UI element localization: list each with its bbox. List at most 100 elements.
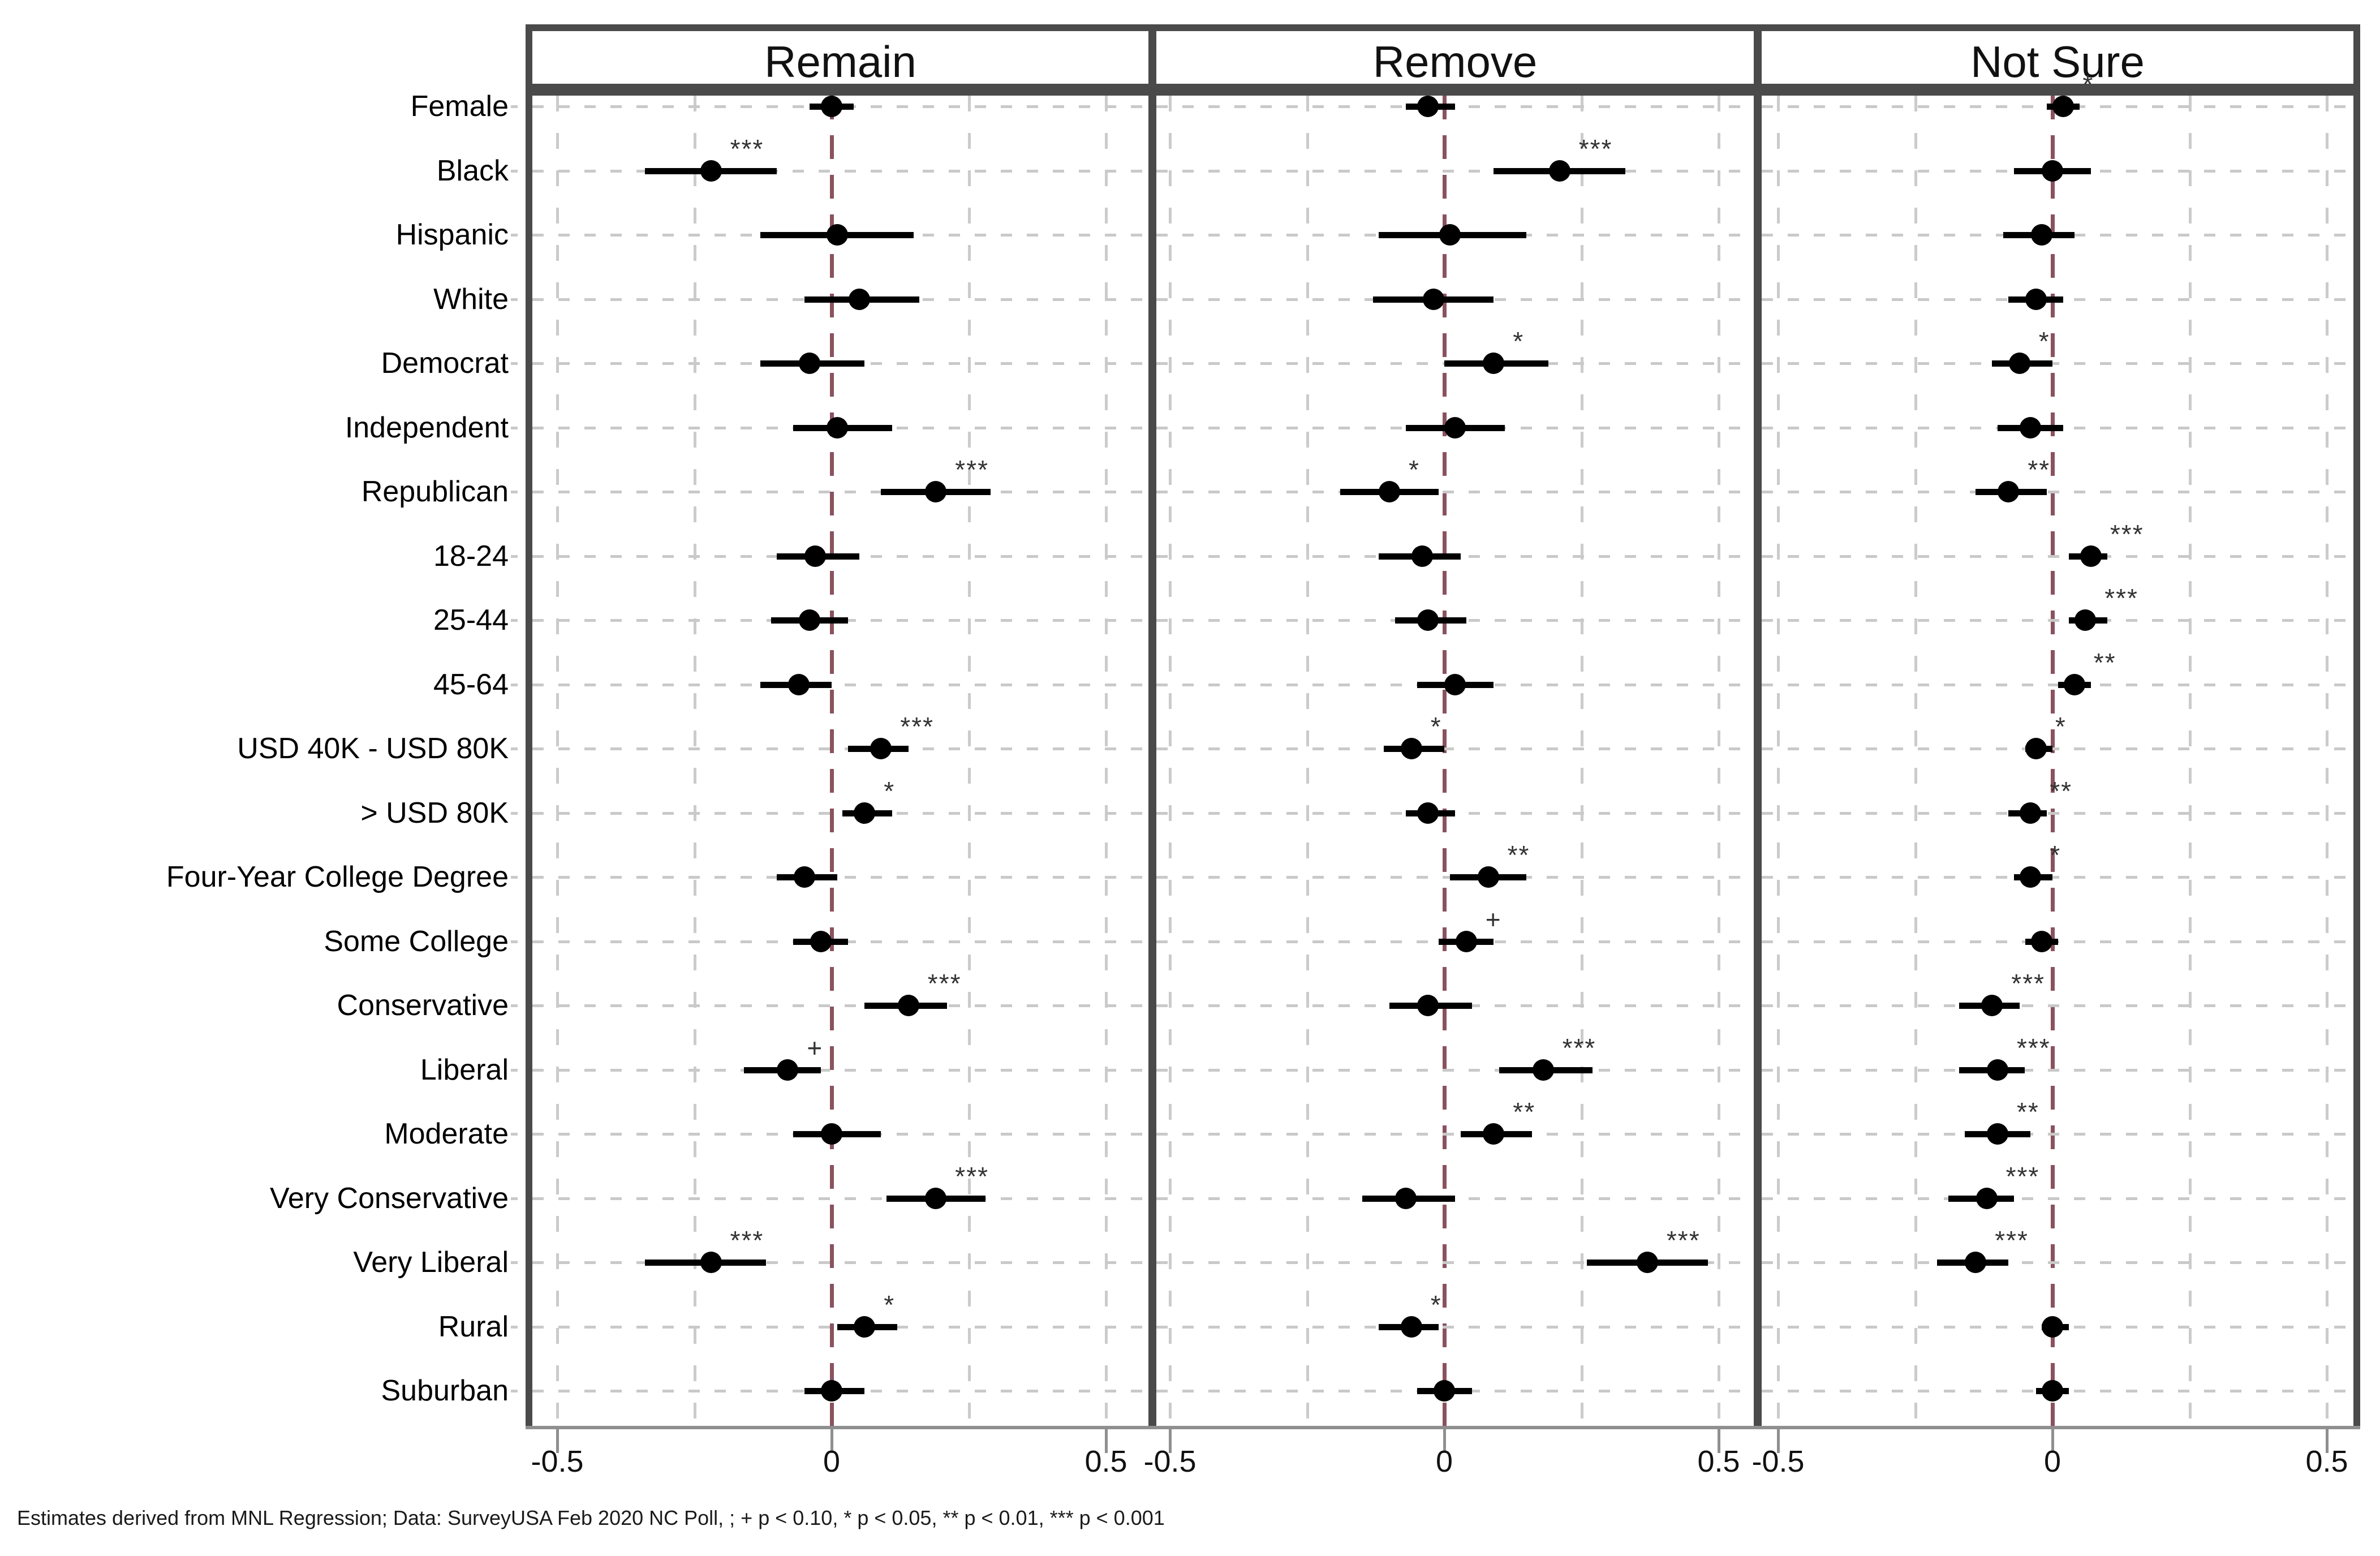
significance-label: *: [1430, 712, 1442, 741]
point-estimate-marker: [1444, 673, 1466, 695]
significance-label: ***: [730, 1226, 764, 1255]
row-leader-dash: [511, 1261, 524, 1264]
point-estimate-marker: [2020, 802, 2042, 824]
point-estimate-marker: [1548, 160, 1570, 182]
row-guide-line: [1762, 1133, 2353, 1136]
point-estimate-marker: [2052, 96, 2075, 117]
point-estimate-marker: [2025, 288, 2047, 310]
point-estimate-marker: [1434, 1380, 1455, 1402]
gridline: [1777, 96, 1780, 1426]
row-guide-line: [1762, 1261, 2353, 1264]
point-estimate-marker: [826, 416, 848, 439]
significance-label: *: [884, 776, 896, 806]
significance-label: **: [2017, 1097, 2039, 1127]
row-guide-line: [1762, 1197, 2353, 1200]
category-label: 45-64: [433, 668, 509, 701]
point-estimate-marker: [793, 866, 815, 888]
point-estimate-marker: [1981, 995, 2003, 1016]
row-guide-line: [532, 747, 1148, 750]
panel-title: Remain: [764, 37, 916, 87]
category-label: Moderate: [384, 1117, 509, 1150]
row-guide-line: [1156, 491, 1754, 493]
significance-label: *: [1513, 326, 1525, 356]
point-estimate-marker: [700, 160, 722, 182]
point-estimate-marker: [854, 802, 876, 824]
point-estimate-marker: [826, 224, 848, 246]
point-estimate-marker: [1444, 416, 1466, 439]
category-label: 25-44: [433, 604, 509, 637]
significance-label: *: [1409, 455, 1420, 484]
gridline: [693, 96, 696, 1426]
point-estimate-marker: [1400, 738, 1422, 759]
row-guide-line: [532, 683, 1148, 686]
axis-tick: [2326, 1429, 2329, 1453]
point-estimate-marker: [799, 609, 821, 631]
axis-tick-label: 0.5: [2305, 1445, 2348, 1478]
significance-label: ***: [927, 969, 962, 998]
gridline: [967, 96, 971, 1426]
category-label: Rural: [438, 1310, 509, 1343]
significance-label: ***: [2011, 969, 2046, 998]
gridline: [1580, 96, 1583, 1426]
row-guide-line: [1762, 683, 2353, 686]
significance-label: *: [2038, 326, 2050, 356]
row-leader-dash: [511, 1325, 524, 1329]
row-guide-line: [1156, 1261, 1754, 1264]
point-estimate-marker: [1455, 930, 1477, 952]
category-label: Some College: [324, 925, 509, 958]
row-leader-dash: [511, 169, 524, 173]
point-estimate-marker: [1422, 288, 1444, 310]
category-label: White: [433, 282, 509, 316]
point-estimate-marker: [2008, 353, 2030, 374]
point-estimate-marker: [1417, 802, 1439, 824]
point-estimate-marker: [2063, 673, 2085, 695]
significance-label: ***: [1578, 134, 1613, 164]
point-estimate-marker: [1636, 1252, 1658, 1273]
row-leader-dash: [511, 619, 524, 622]
significance-label: ***: [2017, 1033, 2051, 1063]
point-estimate-marker: [1439, 224, 1461, 246]
point-estimate-marker: [1395, 1187, 1417, 1209]
row-guide-line: [1156, 747, 1754, 750]
significance-label: *: [2055, 712, 2067, 741]
row-leader-dash: [511, 1197, 524, 1200]
point-estimate-marker: [2030, 930, 2052, 952]
significance-label: **: [2050, 776, 2072, 806]
significance-label: +: [1485, 904, 1502, 934]
x-axis-line: [526, 1426, 2360, 1429]
axis-tick: [1169, 1429, 1172, 1453]
significance-label: ***: [1995, 1226, 2029, 1255]
axis-tick-label: 0.5: [1697, 1445, 1740, 1478]
category-label: Democrat: [381, 347, 509, 380]
point-estimate-marker: [777, 1059, 799, 1081]
gridline: [1914, 96, 1917, 1426]
significance-label: ***: [900, 712, 935, 741]
row-guide-line: [532, 876, 1148, 879]
row-leader-dash: [511, 105, 524, 108]
point-estimate-marker: [700, 1252, 722, 1273]
gridline: [1169, 96, 1172, 1426]
panel-title: Not Sure: [1970, 37, 2145, 87]
category-label: Female: [410, 90, 509, 123]
axis-tick-label: -0.5: [1751, 1445, 1805, 1478]
header-top-border: [526, 24, 2360, 31]
point-estimate-marker: [787, 673, 810, 695]
row-leader-dash: [511, 876, 524, 879]
axis-tick: [1718, 1429, 1720, 1453]
point-estimate-marker: [799, 353, 821, 374]
significance-label: ***: [2104, 583, 2138, 613]
row-guide-line: [1156, 1133, 1754, 1136]
point-estimate-marker: [1411, 545, 1434, 567]
category-label: Independent: [345, 411, 509, 444]
point-estimate-marker: [1987, 1123, 2008, 1145]
point-estimate-marker: [2042, 160, 2063, 182]
point-estimate-marker: [2025, 738, 2047, 759]
significance-label: *: [884, 1289, 896, 1319]
point-estimate-marker: [925, 481, 947, 502]
axis-tick: [830, 1429, 833, 1453]
category-label: Hispanic: [395, 218, 509, 251]
point-estimate-marker: [2042, 1316, 2063, 1338]
panel-divider: [1754, 24, 1762, 1426]
row-leader-dash: [511, 1390, 524, 1392]
